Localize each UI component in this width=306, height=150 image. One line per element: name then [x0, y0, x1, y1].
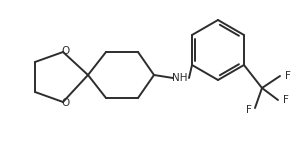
Text: O: O: [62, 46, 70, 56]
Text: F: F: [283, 95, 289, 105]
Text: F: F: [285, 71, 291, 81]
Text: O: O: [62, 98, 70, 108]
Text: F: F: [246, 105, 252, 115]
Text: NH: NH: [172, 73, 188, 83]
